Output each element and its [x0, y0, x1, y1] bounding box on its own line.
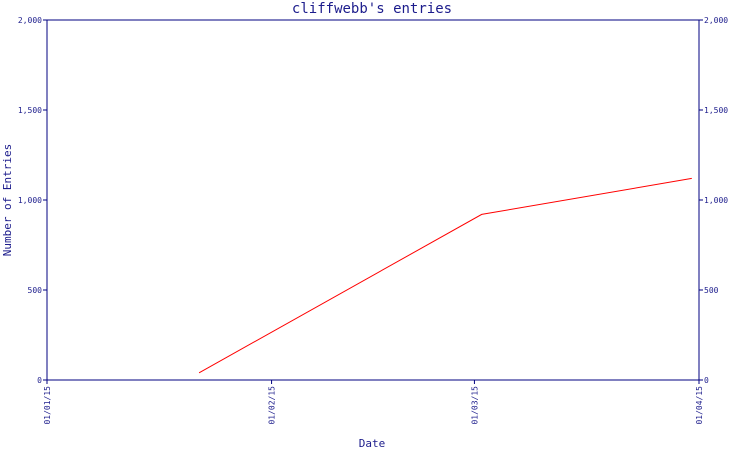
y-tick-label-left: 500: [28, 286, 43, 295]
y-axis-label: Number of Entries: [1, 144, 14, 257]
x-axis: 01/01/15 01/02/15 01/03/15 01/04/15: [43, 380, 704, 425]
y-tick-label-left: 1,000: [18, 196, 42, 205]
y-tick-label-left: 1,500: [18, 106, 42, 115]
x-axis-label: Date: [359, 437, 386, 450]
y-axis-right: 0 500 1,000 1,500 2,000: [699, 16, 728, 385]
chart-title: cliffwebb's entries: [292, 1, 452, 17]
y-tick-label-right: 0: [704, 376, 709, 385]
series-line: [198, 177, 692, 374]
y-tick-label-right: 500: [704, 286, 719, 295]
y-axis-left: 0 500 1,000 1,500 2,000: [18, 16, 47, 385]
x-tick-label: 01/01/15: [43, 386, 52, 425]
plot-area: [46, 19, 700, 381]
y-tick-label-right: 1,500: [704, 106, 728, 115]
y-tick-label-left: 0: [37, 376, 42, 385]
x-tick-label: 01/04/15: [695, 386, 704, 425]
series-layer: [198, 177, 692, 374]
y-tick-label-left: 2,000: [18, 16, 42, 25]
x-tick-label: 01/03/15: [470, 386, 479, 425]
y-tick-label-right: 2,000: [704, 16, 728, 25]
x-tick-label: 01/02/15: [268, 386, 277, 425]
y-tick-label-right: 1,000: [704, 196, 728, 205]
